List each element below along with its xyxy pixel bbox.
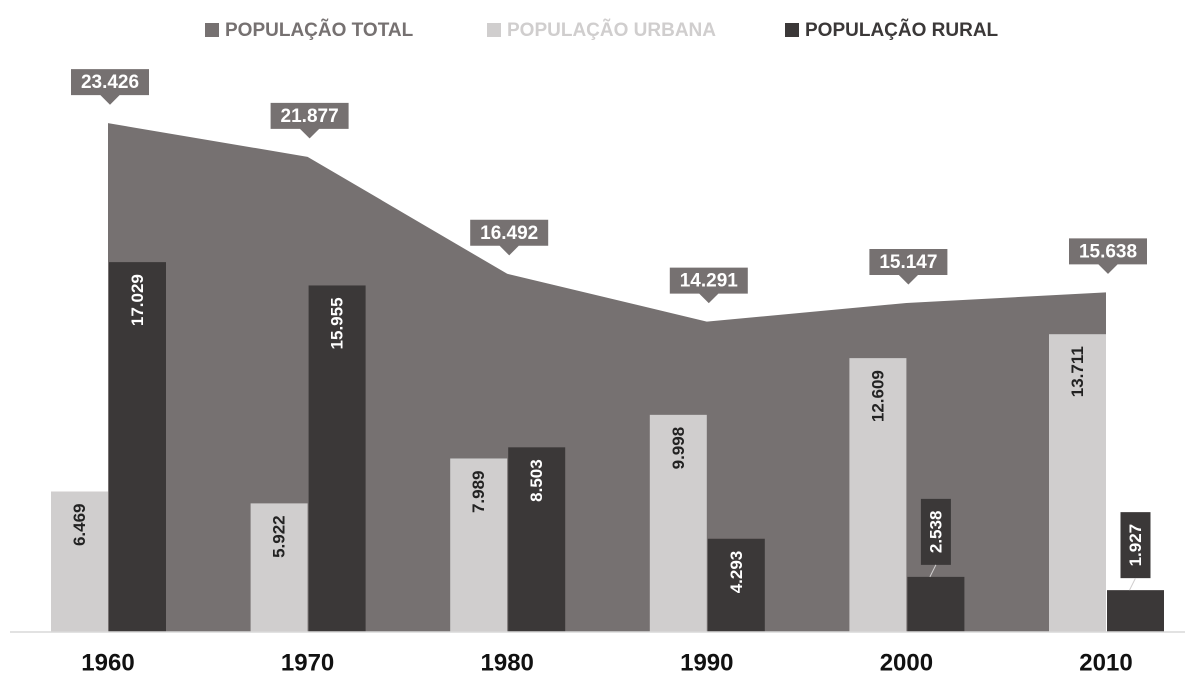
value-label: 21.877 [281, 106, 339, 127]
value-label: 15.638 [1079, 241, 1137, 262]
bar [649, 414, 707, 632]
value-label: 14.291 [680, 271, 739, 292]
x-tick-label: 2000 [880, 649, 933, 676]
legend-label: POPULAÇÃO URBANA [507, 19, 716, 41]
x-tick-label: 1970 [281, 649, 334, 676]
x-tick-label: 1980 [481, 649, 534, 676]
x-tick-label: 1990 [680, 649, 733, 676]
bar [907, 576, 965, 632]
label-leader [1129, 577, 1136, 591]
label-callout [468, 217, 551, 259]
x-tick-label: 1960 [81, 649, 134, 676]
bar [1049, 334, 1106, 632]
label-callout [268, 100, 351, 142]
value-label: 12.609 [868, 370, 887, 422]
value-label: 2.538 [926, 511, 945, 554]
bar [450, 458, 508, 632]
value-label: 8.503 [527, 459, 546, 502]
x-tick-label: 2010 [1079, 649, 1132, 676]
bar [707, 538, 765, 632]
label-box [920, 498, 951, 565]
legend-label: POPULAÇÃO RURAL [805, 19, 999, 41]
value-label: 7.989 [469, 470, 488, 513]
value-label: 9.998 [669, 427, 688, 470]
bar [1107, 590, 1164, 632]
label-callout [867, 247, 950, 288]
bar [849, 358, 907, 632]
label-callout [1067, 236, 1149, 277]
legend-label: POPULAÇÃO TOTAL [225, 19, 414, 41]
value-label: 15.147 [879, 252, 937, 273]
label-callout [69, 67, 151, 108]
value-label: 16.492 [480, 223, 538, 244]
value-label: 13.711 [1068, 346, 1087, 397]
label-box [1120, 512, 1151, 579]
bar [109, 262, 166, 632]
value-label: 4.293 [727, 551, 746, 594]
bar [250, 503, 308, 632]
bar [508, 447, 566, 632]
value-label: 5.922 [270, 515, 289, 558]
value-label: 17.029 [128, 274, 147, 326]
label-callout [667, 265, 750, 307]
label-leader [929, 564, 937, 578]
value-label: 6.469 [70, 503, 89, 546]
value-label: 23.426 [81, 72, 139, 93]
bar [51, 491, 108, 632]
legend-swatch [487, 23, 501, 37]
legend-swatch [785, 23, 799, 37]
value-label: 15.955 [328, 297, 347, 349]
value-label: 1.927 [1126, 524, 1145, 567]
legend-swatch [205, 23, 219, 37]
bar [308, 285, 366, 632]
